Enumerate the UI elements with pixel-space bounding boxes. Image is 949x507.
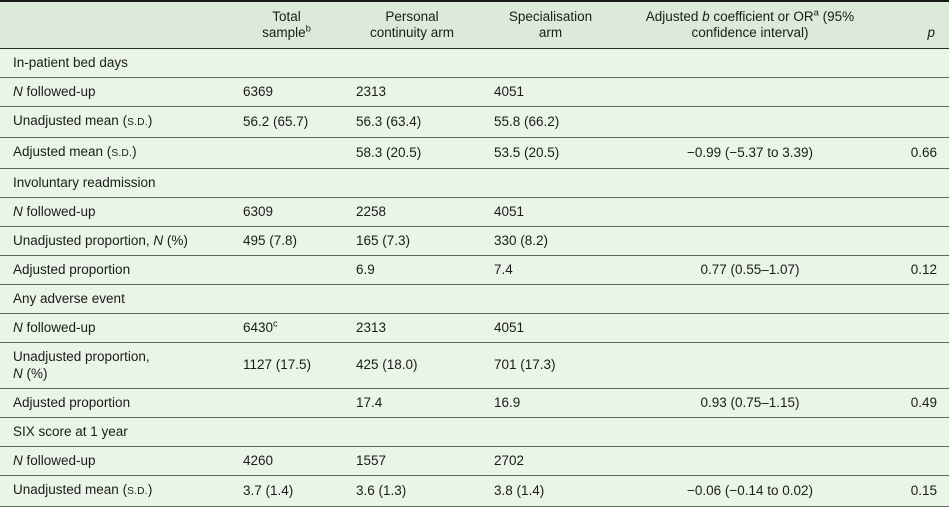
cell-personal: 3.6 (1.3)	[343, 475, 481, 507]
cell-adjusted	[620, 106, 880, 138]
cell-p	[880, 197, 949, 227]
cell-specialisation: 3.8 (1.4)	[481, 475, 620, 507]
section-label: In-patient bed days	[0, 48, 949, 78]
cell-adjusted	[620, 226, 880, 256]
section-label: SIX score at 1 year	[0, 417, 949, 447]
cell-personal: 2313	[343, 313, 481, 343]
col-header-total-sample: Total sampleb	[230, 0, 343, 49]
cell-personal: 2313	[343, 77, 481, 107]
cell-p	[880, 77, 949, 107]
section-row: SIX score at 1 year	[0, 417, 949, 447]
cell-total: 4260	[230, 446, 343, 476]
cell-total: 3.7 (1.4)	[230, 475, 343, 507]
cell-total	[230, 255, 343, 285]
cell-specialisation: 7.4	[481, 255, 620, 285]
cell-label: Unadjusted mean (s.d.)	[0, 106, 230, 138]
cell-personal: 165 (7.3)	[343, 226, 481, 256]
cell-total	[230, 137, 343, 169]
table-body: In-patient bed days N followed-up 6369 2313…	[0, 48, 949, 507]
cell-p: 0.66	[880, 137, 949, 169]
cell-specialisation: 330 (8.2)	[481, 226, 620, 256]
cell-label: Unadjusted proportion, N (%)	[0, 342, 230, 389]
cell-p	[880, 313, 949, 343]
section-row: Involuntary readmission	[0, 168, 949, 198]
cell-personal: 56.3 (63.4)	[343, 106, 481, 138]
cell-total	[230, 388, 343, 418]
cell-total: 6309	[230, 197, 343, 227]
cell-label: Adjusted proportion	[0, 388, 230, 418]
section-row: In-patient bed days	[0, 48, 949, 78]
cell-p: 0.49	[880, 388, 949, 418]
cell-adjusted: −0.06 (−0.14 to 0.02)	[620, 475, 880, 507]
cell-label: N followed-up	[0, 313, 230, 343]
cell-specialisation: 4051	[481, 77, 620, 107]
table-row: N followed-up 6369 2313 4051	[0, 77, 949, 107]
table-row: Unadjusted proportion, N (%) 495 (7.8) 165…	[0, 226, 949, 256]
cell-label: N followed-up	[0, 197, 230, 227]
cell-p: 0.12	[880, 255, 949, 285]
cell-specialisation: 55.8 (66.2)	[481, 106, 620, 138]
cell-adjusted: 0.77 (0.55–1.07)	[620, 255, 880, 285]
table-row: N followed-up 6309 2258 4051	[0, 197, 949, 227]
table-row: Unadjusted mean (s.d.) 56.2 (65.7) 56.3 (6…	[0, 106, 949, 138]
table-row: Adjusted proportion 6.9 7.4 0.77 (0.55–1.07…	[0, 255, 949, 285]
cell-p	[880, 106, 949, 138]
cell-personal: 425 (18.0)	[343, 342, 481, 389]
cell-adjusted	[620, 446, 880, 476]
cell-total: 6369	[230, 77, 343, 107]
table-row: Unadjusted proportion, N (%) 1127 (17.5) 42…	[0, 342, 949, 389]
table-row: N followed-up 6430c 2313 4051	[0, 313, 949, 343]
cell-label: N followed-up	[0, 77, 230, 107]
col-header-label	[0, 0, 230, 49]
cell-p	[880, 446, 949, 476]
cell-specialisation: 2702	[481, 446, 620, 476]
col-header-adjusted-coefficient: Adjusted b coefficient or ORa (95% confi…	[620, 0, 880, 49]
cell-adjusted	[620, 342, 880, 389]
cell-label: Adjusted mean (s.d.)	[0, 137, 230, 169]
cell-specialisation: 53.5 (20.5)	[481, 137, 620, 169]
cell-adjusted	[620, 77, 880, 107]
section-label: Involuntary readmission	[0, 168, 949, 198]
cell-label: Unadjusted proportion, N (%)	[0, 226, 230, 256]
cell-label: Unadjusted mean (s.d.)	[0, 475, 230, 507]
section-row: Any adverse event	[0, 284, 949, 314]
table-row: Unadjusted mean (s.d.) 3.7 (1.4) 3.6 (1.3)…	[0, 475, 949, 507]
section-label: Any adverse event	[0, 284, 949, 314]
cell-p: 0.15	[880, 475, 949, 507]
table-row: N followed-up 4260 1557 2702	[0, 446, 949, 476]
cell-total: 495 (7.8)	[230, 226, 343, 256]
table-header: Total sampleb Personal continuity arm Spec…	[0, 0, 949, 49]
header-row: Total sampleb Personal continuity arm Spec…	[0, 0, 949, 49]
cell-personal: 17.4	[343, 388, 481, 418]
table-row: Adjusted proportion 17.4 16.9 0.93 (0.75–1.…	[0, 388, 949, 418]
cell-adjusted	[620, 197, 880, 227]
cell-specialisation: 701 (17.3)	[481, 342, 620, 389]
cell-p	[880, 342, 949, 389]
cell-specialisation: 16.9	[481, 388, 620, 418]
cell-adjusted: 0.93 (0.75–1.15)	[620, 388, 880, 418]
cell-total: 56.2 (65.7)	[230, 106, 343, 138]
cell-total: 6430c	[230, 313, 343, 343]
table-row: Adjusted mean (s.d.) 58.3 (20.5) 53.5 (20.…	[0, 137, 949, 169]
cell-label: Adjusted proportion	[0, 255, 230, 285]
cell-personal: 6.9	[343, 255, 481, 285]
col-header-specialisation-arm: Specialisation arm	[481, 0, 620, 49]
cell-adjusted	[620, 313, 880, 343]
cell-adjusted: −0.99 (−5.37 to 3.39)	[620, 137, 880, 169]
cell-specialisation: 4051	[481, 313, 620, 343]
cell-personal: 1557	[343, 446, 481, 476]
cell-personal: 2258	[343, 197, 481, 227]
col-header-p-value: p	[880, 0, 949, 49]
cell-label: N followed-up	[0, 446, 230, 476]
cell-personal: 58.3 (20.5)	[343, 137, 481, 169]
col-header-personal-continuity-arm: Personal continuity arm	[343, 0, 481, 49]
cell-specialisation: 4051	[481, 197, 620, 227]
cell-total: 1127 (17.5)	[230, 342, 343, 389]
cell-p	[880, 226, 949, 256]
